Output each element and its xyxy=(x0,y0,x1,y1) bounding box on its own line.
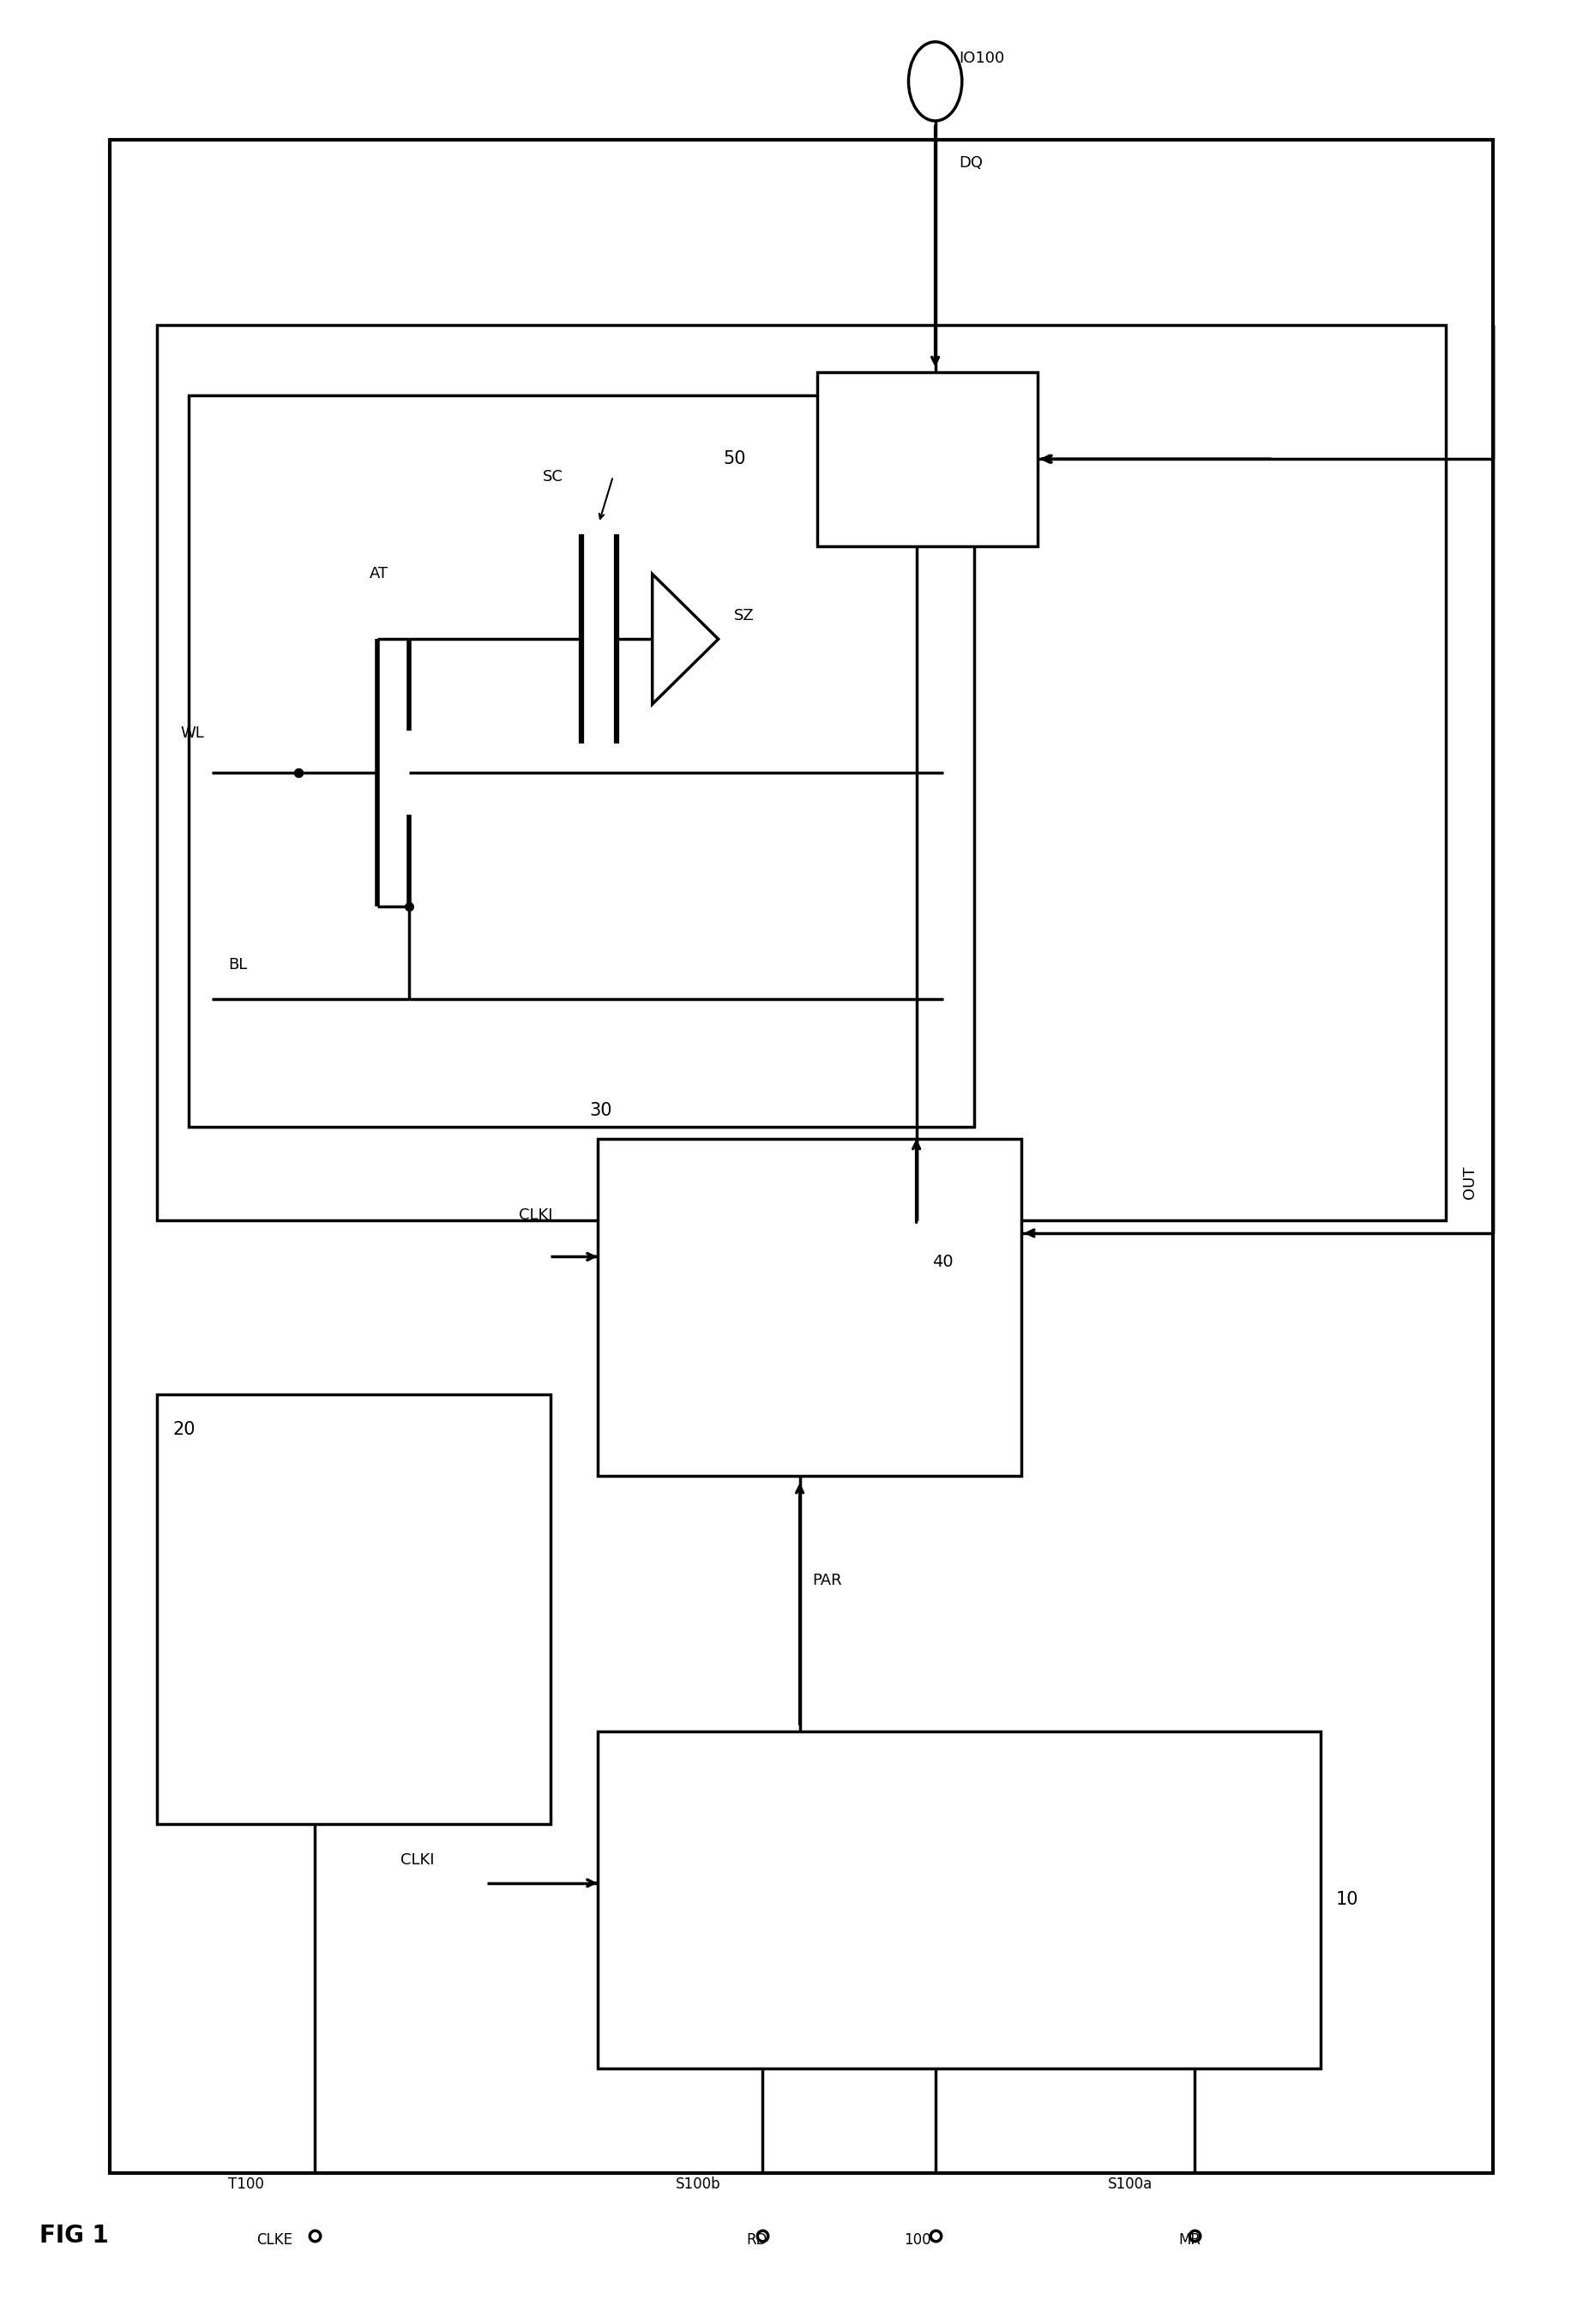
Text: 100: 100 xyxy=(903,2233,930,2247)
Bar xyxy=(189,395,974,1127)
Bar xyxy=(110,139,1492,2173)
Text: S100a: S100a xyxy=(1108,2178,1153,2192)
Bar xyxy=(597,1731,1320,2068)
Text: IO100: IO100 xyxy=(958,51,1004,65)
Text: RD: RD xyxy=(746,2233,767,2247)
Text: SC: SC xyxy=(542,469,562,483)
Text: 20: 20 xyxy=(173,1420,195,1439)
Text: OUT: OUT xyxy=(1461,1164,1477,1199)
Text: PAR: PAR xyxy=(812,1573,842,1587)
Text: 10: 10 xyxy=(1335,1892,1357,1908)
Text: T100: T100 xyxy=(228,2178,264,2192)
Text: AT: AT xyxy=(369,567,388,581)
Text: MR: MR xyxy=(1178,2233,1200,2247)
Text: SZ: SZ xyxy=(734,609,754,623)
Text: CLKE: CLKE xyxy=(256,2233,292,2247)
Text: CLKI: CLKI xyxy=(518,1206,553,1222)
Text: WL: WL xyxy=(181,725,204,741)
Text: S100b: S100b xyxy=(676,2178,721,2192)
Text: FIG 1: FIG 1 xyxy=(39,2224,108,2247)
Text: 50: 50 xyxy=(723,451,745,467)
Text: 40: 40 xyxy=(932,1253,952,1271)
Bar xyxy=(157,325,1445,1220)
Text: DQ: DQ xyxy=(958,156,982,170)
Bar xyxy=(817,372,1037,546)
Bar xyxy=(597,1139,1021,1476)
Text: 30: 30 xyxy=(589,1102,611,1120)
Text: CLKI: CLKI xyxy=(401,1852,435,1868)
Bar xyxy=(157,1394,550,1824)
Text: BL: BL xyxy=(228,957,247,971)
